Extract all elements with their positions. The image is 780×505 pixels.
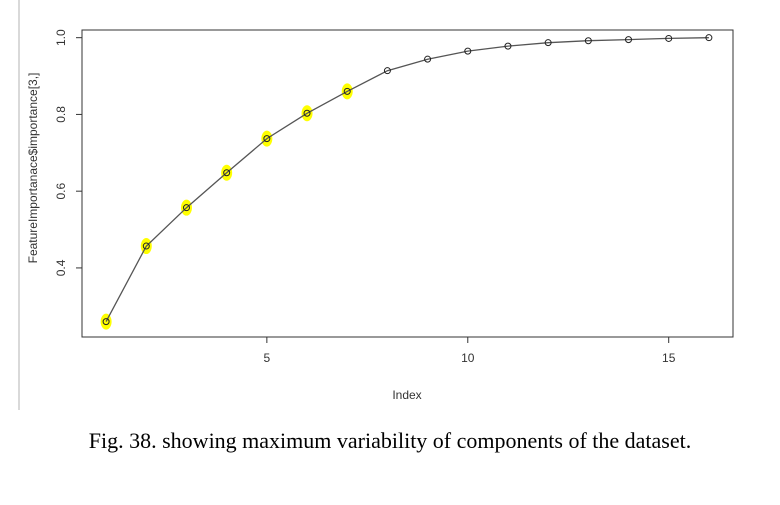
y-axis-title: FeatureImportanace$importance[3,] bbox=[26, 73, 40, 264]
data-point bbox=[584, 37, 592, 45]
series-line bbox=[105, 37, 709, 322]
y-tick-label: 1.0 bbox=[54, 29, 68, 46]
highlight-markers bbox=[100, 83, 353, 330]
data-point bbox=[383, 67, 391, 75]
figure-caption: Fig. 38. showing maximum variability of … bbox=[88, 428, 692, 453]
data-point bbox=[665, 34, 673, 42]
data-point bbox=[142, 242, 150, 250]
y-tick-label: 0.6 bbox=[54, 183, 68, 200]
data-point bbox=[223, 169, 231, 177]
x-tick-label: 5 bbox=[264, 351, 271, 365]
data-point bbox=[303, 109, 311, 117]
x-tick-label: 10 bbox=[461, 351, 475, 365]
data-point bbox=[544, 39, 552, 47]
x-axis: 5 10 15 bbox=[264, 337, 676, 365]
data-point bbox=[424, 55, 432, 63]
data-points bbox=[102, 34, 713, 326]
x-tick-label: 15 bbox=[662, 351, 676, 365]
x-axis-title: Index bbox=[392, 388, 421, 402]
data-point bbox=[464, 47, 472, 55]
plot-frame bbox=[81, 29, 734, 338]
line-chart: 5 10 15 0.4 0.6 0.8 1.0 Index FeatureImportan… bbox=[26, 29, 734, 402]
y-tick-label: 0.8 bbox=[54, 106, 68, 123]
data-point bbox=[625, 36, 633, 44]
data-point bbox=[705, 34, 713, 42]
data-point bbox=[102, 318, 110, 326]
y-axis: 0.4 0.6 0.8 1.0 bbox=[54, 29, 82, 276]
data-point bbox=[504, 42, 512, 50]
y-tick-label: 0.4 bbox=[54, 259, 68, 276]
data-point bbox=[343, 87, 351, 95]
highlight-marker bbox=[100, 313, 112, 330]
left-border-rule bbox=[18, 0, 20, 410]
data-point bbox=[182, 204, 190, 212]
data-point bbox=[263, 135, 271, 143]
